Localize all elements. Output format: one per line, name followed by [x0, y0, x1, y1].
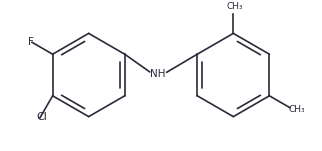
Text: CH₃: CH₃ — [289, 105, 305, 114]
Text: NH: NH — [150, 69, 166, 79]
Text: Cl: Cl — [36, 112, 47, 122]
Text: F: F — [28, 37, 34, 47]
Text: CH₃: CH₃ — [226, 2, 243, 11]
